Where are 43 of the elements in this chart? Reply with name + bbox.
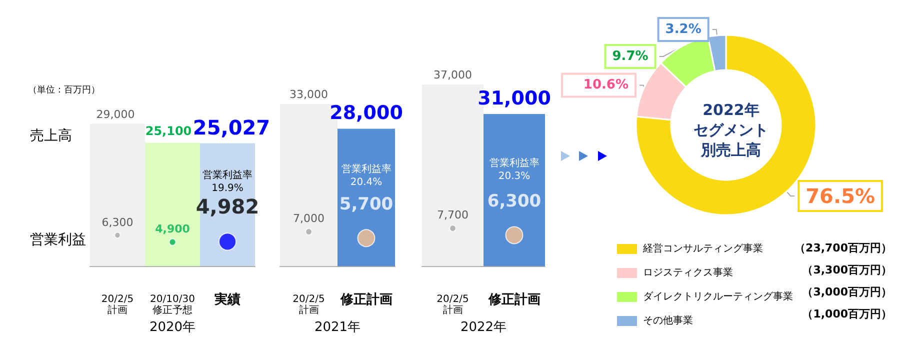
- data-label: 6,300: [487, 192, 542, 212]
- series-label: 売上高: [30, 128, 72, 144]
- data-label: 4,900: [155, 222, 190, 236]
- x-tick-label: 実績: [214, 292, 240, 308]
- x-axis-title: 2022年: [460, 320, 507, 335]
- x-tick-label: 修正計画: [487, 292, 540, 308]
- data-label: 7,700: [437, 208, 468, 222]
- data-label: 6,300: [102, 216, 134, 229]
- legend-label: 経営コンサルティング事業: [642, 242, 763, 254]
- legend-label: その他事業: [643, 314, 693, 326]
- text: 2022年セグメント別売上高: [694, 101, 768, 159]
- text: （単位：百万円）: [28, 84, 100, 96]
- text: （23,700百万円）: [794, 242, 892, 254]
- text: 営業利益: [30, 232, 86, 248]
- legend-label: ロジスティクス事業: [643, 266, 733, 278]
- text: （1,000百万円）: [802, 308, 892, 320]
- data-label: 25,027: [192, 115, 270, 140]
- data-label: 28,000: [330, 102, 403, 124]
- legend-label: ダイレクトリクルーティング事業: [643, 290, 793, 302]
- x-axis-title: 2020年: [149, 320, 196, 335]
- x-tick-label: 20/2/5 計画: [436, 294, 469, 316]
- data-label: 31,000: [478, 87, 551, 110]
- data-label: 33,000: [290, 88, 328, 102]
- x-tick-label: 20/2/5 計画: [101, 294, 134, 316]
- x-tick-label: 20/2/5 計画: [292, 294, 325, 316]
- annotation: 営業利益率 19.9%: [202, 169, 252, 194]
- data-label: 5,700: [339, 194, 394, 215]
- data-label: 10.6%: [583, 78, 629, 93]
- data-label: 76.5%: [806, 184, 875, 208]
- data-label: 9.7%: [612, 48, 648, 64]
- data-label: 4,982: [196, 194, 260, 219]
- text: （3,300百万円）: [802, 264, 892, 276]
- annotation: 営業利益率 20.4%: [341, 163, 392, 188]
- x-tick-label: 20/10/30 修正予想: [150, 294, 195, 316]
- x-axis-title: 2021年: [314, 320, 361, 335]
- data-label: 29,000: [96, 108, 135, 121]
- data-label: 7,000: [293, 212, 324, 226]
- data-label: 25,100: [145, 124, 192, 138]
- x-tick-label: 修正計画: [339, 292, 392, 308]
- data-label: 3.2%: [665, 22, 702, 37]
- data-label: 37,000: [434, 68, 472, 82]
- annotation: 営業利益率 20.3%: [489, 157, 540, 182]
- text: （3,000百万円）: [802, 286, 892, 298]
